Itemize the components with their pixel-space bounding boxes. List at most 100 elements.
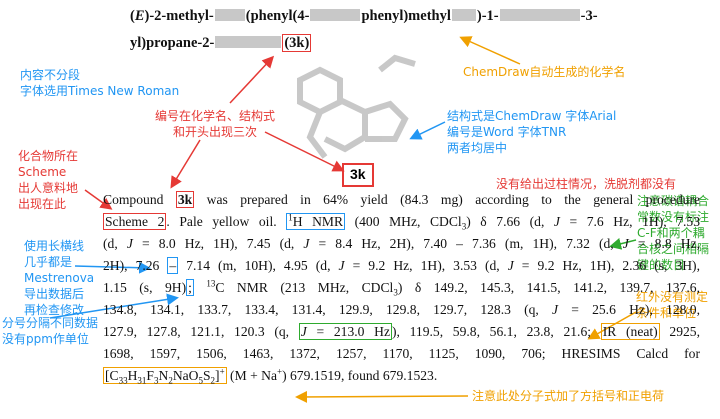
text: 2 xyxy=(168,375,173,386)
text: + xyxy=(276,366,283,377)
highlight-box: Scheme 2 xyxy=(103,213,167,230)
note: 编号在化学名、结构式 和开头出现三次 xyxy=(155,108,275,140)
paragraph: Compound 3k was prepared in 64% yield (8… xyxy=(103,189,700,387)
highlight-box: – xyxy=(167,257,179,274)
text: + xyxy=(219,366,225,377)
text: NaO xyxy=(172,368,199,383)
text: J xyxy=(303,236,310,251)
text-line: 1698, 1597, 1506, 1463, 1372, 1257, 1170… xyxy=(103,343,700,365)
text-line: 1.15 (s, 9H); 13C NMR (213 MHz, CDCl3) δ… xyxy=(103,277,700,299)
redaction xyxy=(214,9,245,21)
text: 134.8, 134.1, 133.7, 133.4, 131.4, 129.9… xyxy=(103,302,553,317)
text: = 213.0 Hz xyxy=(306,324,390,339)
text: S xyxy=(202,368,211,383)
note-line: 出现在此 xyxy=(18,197,67,211)
text: 127.9, 127.8, 121.1, 120.3 (q, xyxy=(103,324,299,339)
highlight-box: 3k xyxy=(175,191,195,208)
text-line: Scheme 2. Pale yellow oil. 1H NMR (400 M… xyxy=(103,211,700,233)
note-line: Mestrenova xyxy=(24,271,95,285)
arrow xyxy=(587,311,637,340)
note: 使用长横线 几乎都是 Mestrenova 导出数据后 再检查修改 xyxy=(24,238,94,318)
text: H NMR xyxy=(292,214,344,229)
text: ) 679.1519, found 679.1523. xyxy=(282,368,438,383)
text: J xyxy=(507,258,514,273)
arrow xyxy=(459,36,521,65)
highlight-box: 1H NMR xyxy=(286,212,346,230)
text-line: 2H), 7.26 – 7.14 (m, 10H), 4.95 (d, J = … xyxy=(103,255,700,277)
note-line: 分号分隔不同数据 xyxy=(2,316,99,330)
text: (400 MHz, CDCl xyxy=(345,214,462,229)
note-line: 编号是Word 字体TNR xyxy=(447,125,567,139)
arrow xyxy=(84,189,113,210)
text: J xyxy=(552,302,559,317)
title-text: phenyl)methyl xyxy=(361,8,451,24)
note-line: 没有给出过柱情况，洗脱剂都没有 xyxy=(496,177,677,191)
highlight-box: IR (neat) xyxy=(600,323,660,340)
title-line: yl)propane-2- (3k) xyxy=(130,34,312,52)
text: IR (neat) xyxy=(602,324,658,339)
note: 红外没有测定 条件和单位 xyxy=(636,289,708,321)
note-line: 导出数据后 xyxy=(24,287,85,301)
structure-placeholder xyxy=(297,54,416,159)
note: 没有给出过柱情况，洗脱剂都没有 xyxy=(496,176,676,192)
text: . Pale yellow oil. xyxy=(166,214,287,229)
note-line: 再检查修改 xyxy=(24,303,85,317)
title-text: yl)propane-2- xyxy=(130,35,215,51)
text: J xyxy=(126,236,133,251)
note-line: 注意此处分子式加了方括号和正电荷 xyxy=(472,389,665,403)
redaction xyxy=(215,36,282,48)
text-line: [C33H31F3N2NaO5S2]+ (M + Na+) 679.1519, … xyxy=(103,365,700,387)
text: Scheme 2 xyxy=(105,214,165,229)
text: ), 119.5, 59.8, 56.1, 23.8, 21.6; xyxy=(392,324,601,339)
arrow xyxy=(229,55,275,104)
text: J xyxy=(622,236,629,251)
note: 内容不分段字体选用Times New Roman xyxy=(20,67,179,99)
redaction xyxy=(310,9,361,21)
note-line: 内容不分段 xyxy=(20,68,81,82)
note-line: 两者均居中 xyxy=(447,141,508,155)
text: N xyxy=(158,368,169,383)
title-text: ( xyxy=(130,8,135,24)
text: 3k xyxy=(177,192,193,207)
text: 3 xyxy=(153,375,159,386)
redaction xyxy=(451,9,476,21)
title-text: -3- xyxy=(580,8,598,24)
note-line: 红外没有测定 xyxy=(636,290,709,304)
note-line: C-F和两个耦 xyxy=(637,226,705,240)
highlight-box: ; xyxy=(186,279,194,296)
text: J xyxy=(300,324,307,339)
text: (M + Na xyxy=(226,368,277,383)
arrow xyxy=(295,390,469,403)
text: F xyxy=(146,368,154,383)
note-line: 字体选用Times New Roman xyxy=(20,84,180,98)
arrow xyxy=(170,139,201,189)
note-line: Scheme xyxy=(18,165,67,179)
text: 3 xyxy=(393,287,398,298)
note-line: 常数没有标注 xyxy=(637,210,710,224)
redaction xyxy=(499,9,580,21)
text: = 8.4 Hz, 2H), 7.40 – 7.36 (m, 1H), 7.32… xyxy=(309,236,623,251)
note-line: 几乎都是 xyxy=(24,255,73,269)
text: 5 xyxy=(198,375,203,386)
text: was prepared in 64% yield (84.3 mg) acco… xyxy=(194,192,701,207)
note-line: 没有ppm作单位 xyxy=(2,332,89,346)
text: 1698, 1597, 1506, 1463, 1372, 1257, 1170… xyxy=(103,346,700,361)
text: 2925, xyxy=(659,324,701,339)
text: [C xyxy=(105,368,119,383)
arrow xyxy=(409,121,446,140)
text: = 9.2 Hz, 1H), 2.36 (s, 3H), xyxy=(513,258,700,273)
text: 3 xyxy=(461,221,467,232)
note-line: 键的数目 xyxy=(637,258,686,272)
highlight-box: [C33H31F3N2NaO5S2]+ xyxy=(103,366,227,386)
text: 1.15 (s, 9H) xyxy=(103,280,187,295)
title-text: (phenyl(4- xyxy=(245,8,310,24)
title-label: (3k) xyxy=(282,34,312,52)
text: H xyxy=(127,368,138,383)
text: 1 xyxy=(288,212,293,223)
text: 2 xyxy=(210,375,216,386)
text xyxy=(194,280,206,295)
text-line: 127.9, 127.8, 121.1, 120.3 (q, J = 213.0… xyxy=(103,321,700,343)
text: – xyxy=(169,258,177,273)
text-line: 134.8, 134.1, 133.7, 133.4, 131.4, 129.9… xyxy=(103,299,700,321)
